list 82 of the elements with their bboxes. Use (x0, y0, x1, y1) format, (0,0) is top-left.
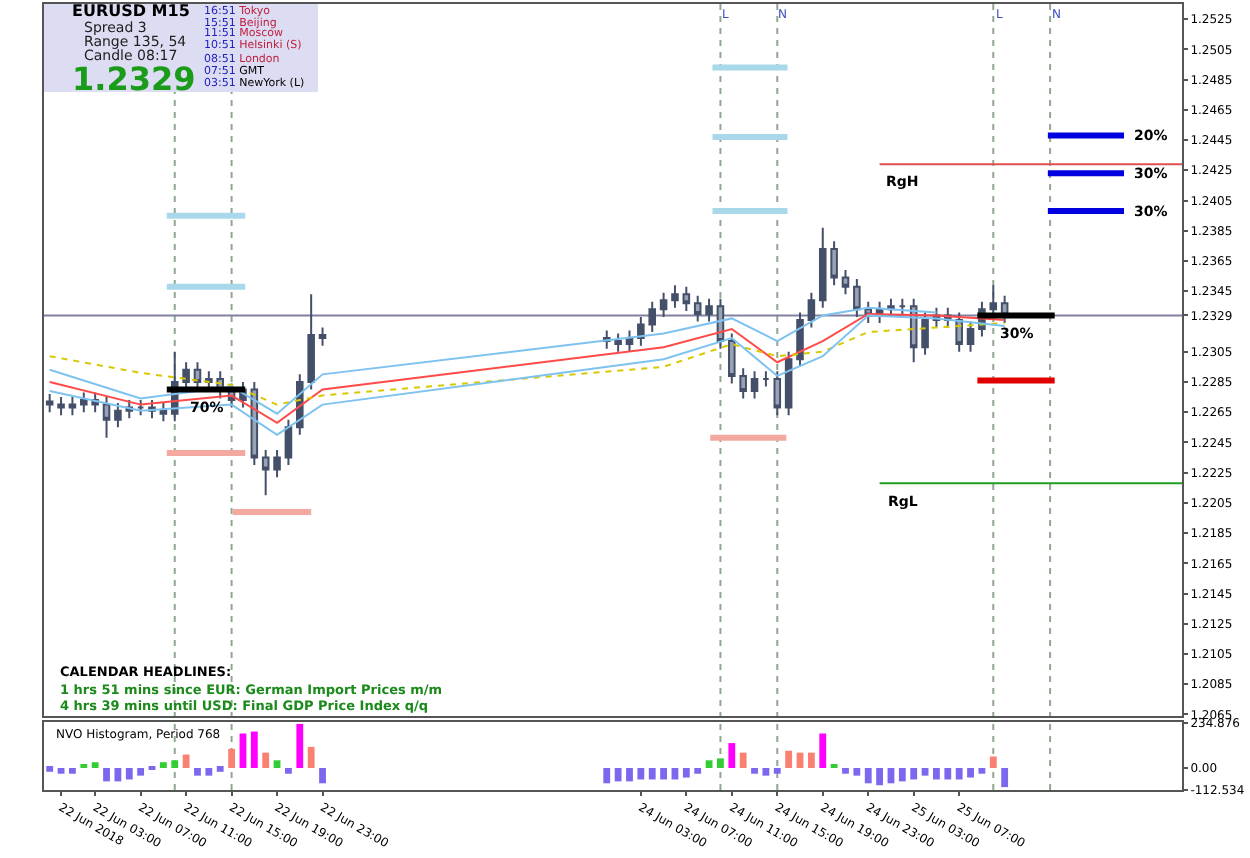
bar (114, 767, 122, 782)
bar (682, 767, 690, 778)
bar (989, 756, 997, 768)
candlestick (45, 393, 54, 414)
bar (626, 767, 633, 782)
candlestick (762, 370, 770, 388)
bar (228, 748, 235, 768)
bar (819, 733, 827, 768)
bar (648, 767, 656, 780)
bar (182, 754, 190, 768)
candlestick (966, 320, 975, 353)
candlestick (898, 297, 907, 315)
bar (739, 752, 747, 768)
candlestick (318, 326, 327, 347)
candlestick (853, 278, 861, 318)
bar (194, 767, 201, 776)
candlestick (659, 291, 668, 318)
bar (159, 762, 167, 768)
bar (978, 767, 986, 774)
candlestick (807, 291, 816, 329)
bar (876, 767, 883, 786)
candlestick (671, 284, 679, 309)
bar (785, 750, 793, 768)
bar (137, 767, 145, 776)
bar (57, 767, 65, 774)
bar (864, 767, 872, 784)
candlestick (102, 396, 111, 439)
annotation: 1.2329 (72, 60, 196, 98)
bar (205, 767, 213, 776)
bar (69, 767, 76, 774)
line-series (48, 306, 938, 415)
bar (103, 767, 110, 782)
candlestick (841, 269, 850, 296)
bar (762, 767, 770, 776)
bar (933, 767, 940, 780)
candlestick (750, 370, 759, 400)
candlestick (57, 396, 65, 417)
bar (171, 760, 179, 768)
candlestick (921, 311, 929, 356)
bar (898, 767, 906, 782)
bar (273, 760, 281, 768)
candlestick (136, 399, 145, 417)
bar (262, 752, 270, 768)
bar (250, 731, 258, 768)
bar (694, 767, 702, 774)
bar (807, 752, 815, 768)
candlestick (693, 294, 702, 323)
bar (955, 767, 963, 780)
bar (614, 767, 622, 782)
candlestick (682, 285, 691, 312)
bar (944, 767, 952, 780)
candlestick (261, 448, 270, 497)
bar (853, 767, 861, 776)
bar (751, 767, 758, 774)
bar (603, 767, 611, 784)
bar (910, 767, 918, 780)
bar (773, 767, 781, 774)
candlestick (273, 448, 281, 479)
candlestick (773, 370, 782, 417)
candlestick (159, 402, 168, 423)
bar (125, 767, 133, 780)
bar (1001, 767, 1009, 788)
candlestick (705, 297, 713, 323)
annotation: EURUSD M15 (72, 2, 191, 20)
bar (842, 767, 849, 774)
bar (296, 723, 304, 768)
candlestick (284, 418, 293, 467)
bar (717, 758, 724, 768)
bar (728, 743, 736, 768)
bar (307, 746, 315, 768)
candlestick (68, 396, 77, 417)
bar (91, 762, 99, 768)
bar (637, 767, 645, 780)
bar (705, 760, 713, 768)
candlestick (989, 284, 998, 318)
bar (216, 766, 224, 772)
bar (46, 766, 54, 772)
bar (319, 767, 326, 784)
bar (921, 767, 929, 776)
bar (660, 767, 667, 780)
bar (967, 767, 974, 778)
bar (285, 767, 292, 774)
